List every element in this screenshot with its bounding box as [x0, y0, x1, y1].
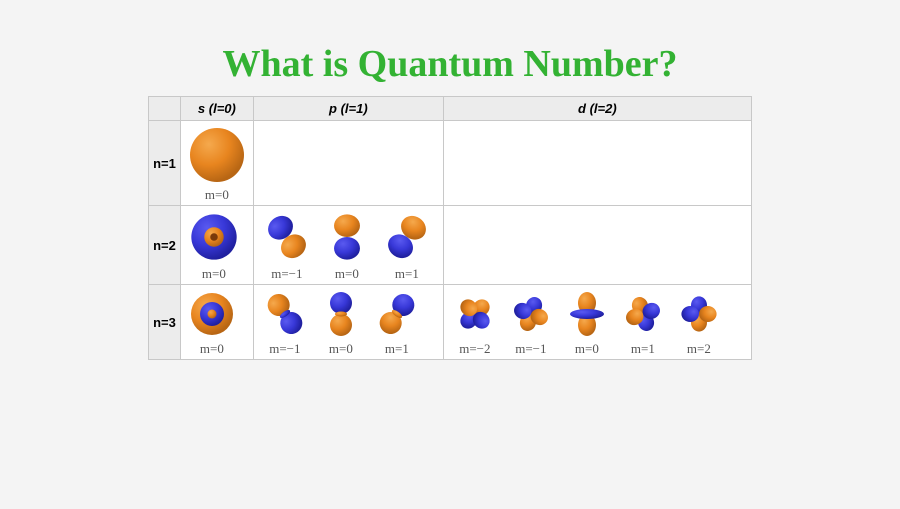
orbital: m=−1: [506, 289, 556, 357]
m-label: m=−1: [271, 266, 302, 282]
orbital: m=2: [674, 289, 724, 357]
orbital-icon: [187, 289, 237, 339]
cell-s: m=0: [180, 206, 253, 285]
orbital-icon: [187, 210, 241, 264]
table-corner: [149, 97, 181, 121]
row-header: n=2: [149, 206, 181, 285]
cell-s: m=0: [180, 285, 253, 360]
orbital: m=0: [562, 289, 612, 357]
m-label: m=0: [335, 266, 359, 282]
cell-d: [443, 121, 751, 206]
m-label: m=0: [200, 341, 224, 357]
orbital-icon: [372, 289, 422, 339]
orbital: m=1: [380, 210, 434, 282]
col-header-s: s (l=0): [180, 97, 253, 121]
orbital-icon: [450, 289, 500, 339]
orbital: m=0: [320, 210, 374, 282]
m-label: m=−1: [515, 341, 546, 357]
orbital: m=−2: [450, 289, 500, 357]
orbital-icon: [380, 210, 434, 264]
cell-p: m=−1 m=0 m=1: [253, 206, 443, 285]
orbital-table: s (l=0) p (l=1) d (l=2) n=1m=0n=2m=0m=−1…: [148, 96, 752, 360]
orbital-icon: [562, 289, 612, 339]
cell-p: m=−1 m=0 m=1: [253, 285, 443, 360]
orbital: m=1: [618, 289, 668, 357]
table-row: n=3 m=0 m=−1 m=0 m=1 m=−2 m=−1 m=0 m=1 m=2: [149, 285, 752, 360]
orbital: m=0: [187, 289, 237, 357]
m-label: m=0: [329, 341, 353, 357]
m-label: m=1: [395, 266, 419, 282]
m-label: m=0: [202, 266, 226, 282]
m-label: m=−1: [269, 341, 300, 357]
table-row: n=2 m=0 m=−1 m=0 m=1: [149, 206, 752, 285]
cell-d: m=−2 m=−1 m=0 m=1 m=2: [443, 285, 751, 360]
orbital: m=0: [316, 289, 366, 357]
m-label: m=0: [575, 341, 599, 357]
row-header: n=1: [149, 121, 181, 206]
page-title: What is Quantum Number?: [223, 42, 678, 86]
m-label: m=1: [385, 341, 409, 357]
orbital-icon: [618, 289, 668, 339]
cell-s: m=0: [180, 121, 253, 206]
orbital-icon: [320, 210, 374, 264]
cell-d: [443, 206, 751, 285]
orbital-icon: [674, 289, 724, 339]
table-row: n=1 m=0: [149, 121, 752, 206]
col-header-d: d (l=2): [443, 97, 751, 121]
m-label: m=2: [687, 341, 711, 357]
orbital: m=0: [187, 210, 241, 282]
m-label: m=−2: [459, 341, 490, 357]
orbital-icon: [316, 289, 366, 339]
m-label: m=1: [631, 341, 655, 357]
orbital-icon: [260, 289, 310, 339]
m-label: m=0: [205, 187, 229, 203]
orbital: m=−1: [260, 210, 314, 282]
orbital: m=0: [187, 125, 247, 203]
orbital-icon: [187, 125, 247, 185]
orbital: m=1: [372, 289, 422, 357]
orbital-icon: [506, 289, 556, 339]
orbital: m=−1: [260, 289, 310, 357]
cell-p: [253, 121, 443, 206]
orbital-icon: [260, 210, 314, 264]
row-header: n=3: [149, 285, 181, 360]
col-header-p: p (l=1): [253, 97, 443, 121]
